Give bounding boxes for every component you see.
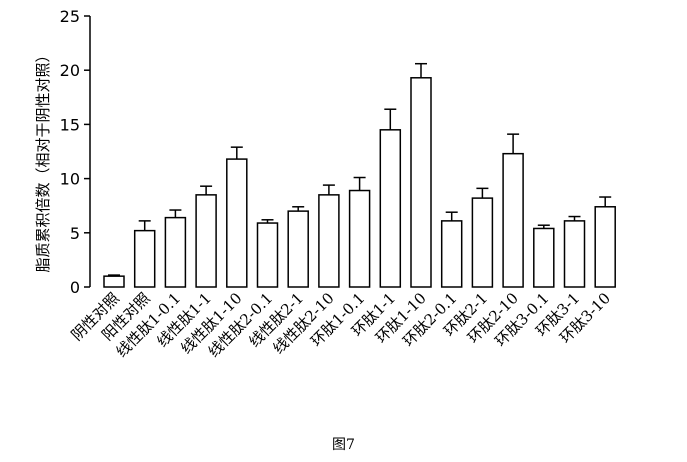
bar bbox=[226, 158, 248, 288]
y-axis: 0 5 10 15 20 25 bbox=[60, 7, 91, 297]
bar bbox=[287, 210, 309, 288]
bar bbox=[133, 229, 156, 288]
y-tick-label: 20 bbox=[60, 61, 80, 80]
bar bbox=[563, 220, 586, 288]
bars-group bbox=[103, 62, 616, 288]
bar bbox=[164, 216, 187, 288]
y-tick-label: 10 bbox=[60, 170, 80, 189]
y-tick-label: 0 bbox=[70, 278, 80, 297]
bar bbox=[471, 197, 494, 288]
y-tick-label: 25 bbox=[60, 7, 80, 26]
x-tick-labels: 阴性对照阳性对照线性肽1-0.1线性肽1-1线性肽1-10线性肽2-0.1线性肽… bbox=[68, 289, 614, 361]
bar bbox=[318, 194, 340, 288]
bar bbox=[410, 77, 432, 288]
bar bbox=[348, 189, 371, 288]
bar bbox=[103, 275, 125, 288]
bar bbox=[379, 129, 402, 288]
bar bbox=[594, 206, 616, 288]
bar bbox=[440, 220, 463, 288]
bar bbox=[256, 222, 279, 288]
y-tick-label: 5 bbox=[70, 224, 80, 243]
bar bbox=[195, 194, 217, 288]
figure-caption: 图7 bbox=[332, 437, 355, 453]
y-axis-label: 脂质累积倍数（相对于阴性对照） bbox=[34, 47, 52, 272]
y-tick-label: 15 bbox=[60, 115, 80, 134]
bar bbox=[502, 152, 524, 288]
bar-chart: 0 5 10 15 20 25 阴性对照阳性对照线性肽1-0.1线性肽1-1线性肽1-10… bbox=[34, 7, 616, 361]
bar bbox=[533, 227, 555, 288]
